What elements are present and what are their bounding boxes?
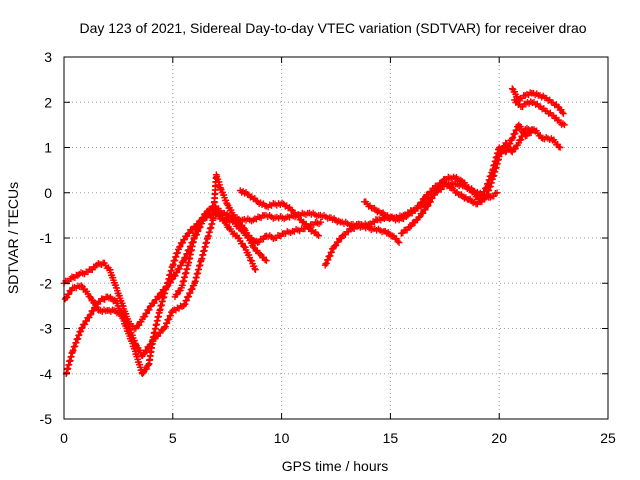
data-point <box>263 257 270 264</box>
data-point <box>86 311 94 319</box>
data-point <box>395 239 403 246</box>
x-tick-label: 25 <box>600 430 616 446</box>
y-tick-label: -5 <box>40 411 53 427</box>
data-point <box>556 144 564 151</box>
series-track-e <box>236 187 322 240</box>
y-tick-label: -3 <box>40 321 53 337</box>
x-tick-label: 5 <box>169 430 177 446</box>
x-tick-label: 0 <box>60 430 68 446</box>
y-tick-label: -2 <box>40 275 53 291</box>
y-tick-label: 1 <box>44 140 52 156</box>
y-tick-label: -4 <box>40 366 53 382</box>
data-marks <box>60 85 568 378</box>
y-tick-label: -1 <box>40 230 53 246</box>
data-point <box>476 196 483 203</box>
axis-ticks: 0 5 10 15 20 25 -5 -4 -3 -2 -1 0 1 2 3 <box>40 49 616 446</box>
data-point <box>508 135 516 142</box>
data-point <box>78 325 85 332</box>
x-tick-label: 15 <box>383 430 399 446</box>
series-track-h <box>397 121 564 237</box>
data-point <box>502 148 510 156</box>
chart-title: Day 123 of 2021, Sidereal Day-to-day VTE… <box>79 20 586 36</box>
data-point <box>315 232 322 240</box>
grid <box>64 57 608 419</box>
series-track-g <box>360 124 536 224</box>
x-tick-label: 10 <box>274 430 290 446</box>
data-point <box>561 121 568 129</box>
y-tick-label: 0 <box>44 185 52 201</box>
data-point <box>560 110 567 117</box>
series-track-j <box>511 96 568 129</box>
y-tick-label: 2 <box>44 94 52 110</box>
y-axis-label: SDTVAR / TECUs <box>5 182 21 294</box>
data-point <box>508 85 516 92</box>
y-tick-label: 3 <box>44 49 52 65</box>
data-point <box>252 266 259 273</box>
x-axis-label: GPS time / hours <box>282 458 389 474</box>
data-point <box>424 203 431 210</box>
data-point <box>493 189 501 197</box>
data-point <box>317 218 325 226</box>
data-point <box>176 243 183 251</box>
series-track-i <box>508 85 567 117</box>
x-tick-label: 20 <box>491 430 507 446</box>
